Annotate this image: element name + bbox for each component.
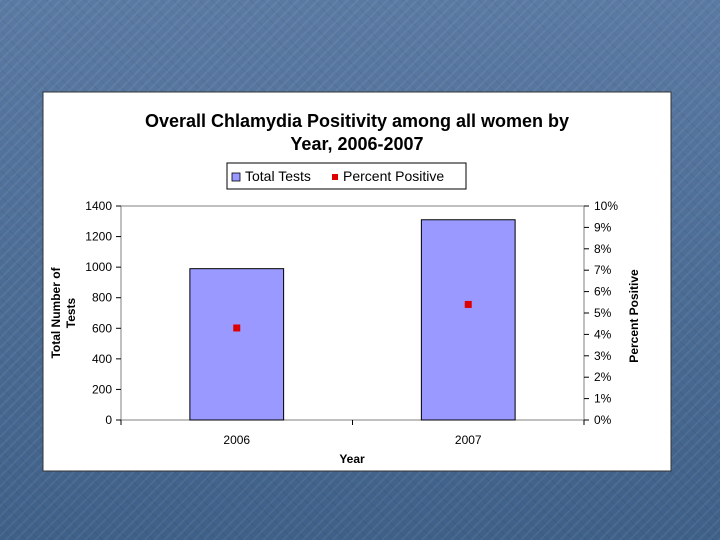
- y-axis-right: 0% 1% 2% 3% 4% 5% 6% 7% 8% 9% 10%: [584, 199, 618, 427]
- bar-series-total-tests: [189, 219, 516, 421]
- y-right-tick-label: 5%: [594, 306, 612, 320]
- y-right-tick-label: 10%: [594, 199, 618, 213]
- x-axis: 2006 2007: [120, 420, 585, 447]
- marker-percent-positive-2006: [233, 324, 241, 332]
- legend-label-total-tests: Total Tests: [245, 168, 311, 184]
- marker-percent-positive-2007: [464, 300, 472, 308]
- y-right-tick-label: 7%: [594, 263, 612, 277]
- y-right-tick-label: 1%: [594, 392, 612, 406]
- y-right-tick-label: 6%: [594, 285, 612, 299]
- marker-series-percent-positive: [233, 300, 472, 332]
- y-left-tick-label: 1000: [85, 260, 112, 274]
- bar-total-tests-2006: [189, 268, 285, 421]
- y-right-tick-label: 2%: [594, 370, 612, 384]
- y-left-tick-label: 200: [92, 382, 112, 396]
- y-left-tick-label: 1200: [85, 230, 112, 244]
- y-right-tick-label: 4%: [594, 327, 612, 341]
- x-tick-label: 2006: [223, 433, 250, 447]
- y-left-tick-label: 0: [105, 413, 112, 427]
- x-axis-label: Year: [339, 452, 365, 466]
- legend: Total Tests Percent Positive: [226, 162, 467, 190]
- y-left-tick-label: 1400: [85, 199, 112, 213]
- y-left-tick-label: 800: [92, 291, 112, 305]
- chart-title-line1: Overall Chlamydia Positivity among all w…: [145, 111, 569, 131]
- bar-total-tests-2007: [420, 219, 516, 421]
- legend-label-percent-positive: Percent Positive: [343, 168, 444, 184]
- y-right-tick-label: 3%: [594, 349, 612, 363]
- legend-swatch-percent-positive: [332, 174, 338, 180]
- y-axis-left-label-line2: Tests: [64, 297, 78, 328]
- y-right-tick-label: 8%: [594, 242, 612, 256]
- y-left-tick-label: 400: [92, 352, 112, 366]
- y-axis-left-label-line1: Total Number of: [49, 266, 63, 358]
- y-right-tick-label: 9%: [594, 220, 612, 234]
- legend-box: [226, 162, 467, 190]
- y-axis-left: 0 200 400 600 800 1000 1200 1400: [85, 199, 121, 427]
- chart-title-line2: Year, 2006-2007: [290, 134, 423, 154]
- y-left-tick-label: 600: [92, 321, 112, 335]
- x-tick-label: 2007: [455, 433, 482, 447]
- y-axis-right-label: Percent Positive: [627, 269, 641, 363]
- legend-swatch-total-tests: [231, 172, 241, 182]
- y-right-tick-label: 0%: [594, 413, 612, 427]
